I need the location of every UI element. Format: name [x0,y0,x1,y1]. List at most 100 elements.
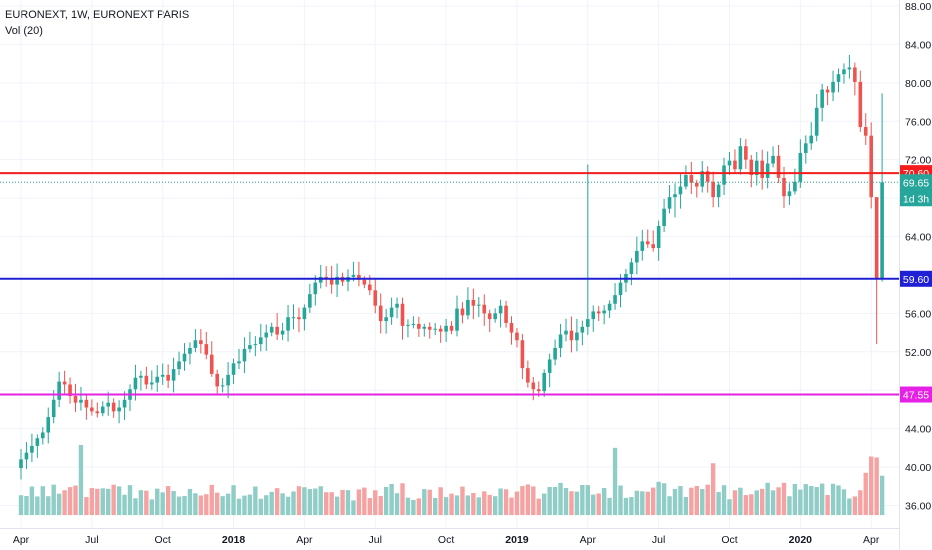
volume-bar [274,488,280,516]
candle-body [384,317,388,322]
volume-bar [182,496,187,516]
volume-bar [422,489,427,516]
volume-bar [738,487,743,516]
candle-body [602,310,606,314]
volume-bar [122,494,127,516]
volume-bar [830,483,836,516]
y-tick-label: 64.00 [905,232,931,244]
y-tick-label: 56.00 [905,308,931,320]
candle-body [613,295,617,304]
candle-body [417,323,421,329]
candle-body [569,330,574,341]
candle-body [329,278,334,285]
volume-bar [307,489,313,516]
candle-body [515,332,519,341]
candle-body [41,432,45,439]
candle-body [831,81,835,93]
candle-body [259,337,263,345]
candle-body [291,317,296,319]
volume-indicator-label[interactable]: Vol (20) [5,25,43,37]
candle-body [313,282,318,295]
candle-body [19,459,23,469]
candle-body [536,389,541,392]
candle-body [460,308,465,316]
x-tick-label: Jul [85,534,98,546]
candle-body [193,340,198,348]
candle-body [662,208,666,226]
candle-body [509,322,514,333]
volume-bar [345,490,351,516]
time-axis[interactable]: Apr Jul Oct 2018 Apr Jul Oct 2019 Apr Jul Oct 2020 A… [13,534,880,546]
volume-bar [869,456,874,516]
volume-bar [242,495,247,516]
volume-bar [661,483,667,516]
candle-body [204,344,209,355]
volume-bar [760,488,765,516]
candle-body [226,374,230,386]
candle-body [787,191,792,197]
candle-body [575,332,579,341]
candle-body [406,324,410,326]
volume-bar [411,499,416,516]
candle-body [308,294,312,308]
last-price-tag [900,174,932,207]
x-tick-label: Oct [155,534,171,546]
volume-bar [356,489,362,516]
price-label: 47.55 [903,390,929,402]
candle-body [651,244,655,249]
price-axis[interactable]: 88.0084.0080.0076.0072.0068.0064.0060.00… [905,1,931,512]
candle-body [793,181,797,192]
volume-bar [569,491,574,516]
y-tick-label: 44.00 [905,424,931,436]
candle-body [716,184,721,198]
candle-body [362,279,367,285]
volume-bar [781,482,787,516]
volume-bar [492,496,498,516]
candle-body [738,146,743,170]
candle-body [471,299,476,306]
volume-bar [574,491,580,516]
volume-bar [449,493,454,516]
price-label-tag [900,386,932,403]
candle-body [809,135,814,144]
volume-bar [563,488,569,516]
volume-bar [116,486,122,516]
volume-bar [514,491,520,516]
volume-bar [198,495,204,516]
candle-body [526,368,530,383]
volume-bar [819,483,825,516]
candle-body [700,171,705,187]
volume-bar [667,496,672,516]
x-tick-label: Apr [580,534,597,546]
volume-bar [340,489,345,516]
candle-body [51,399,56,418]
candle-body [95,411,100,414]
volume-bar [171,491,176,516]
volume-bar [269,491,274,516]
horizontal-lines [0,172,899,396]
volume-bar [400,483,405,516]
candle-body [106,402,110,407]
candle-body [744,146,748,160]
candle-body [160,374,165,377]
volume-bar [841,489,847,516]
volume-bar [67,487,73,516]
volume-bar [258,498,263,516]
volume-bar [378,495,383,516]
volume-bar [62,490,67,516]
volume-bar [743,495,749,516]
volume-bar [334,496,340,516]
volume-bar [809,486,814,516]
candle-body [400,303,405,326]
volume-bar [591,494,596,516]
volume-bar [498,488,503,516]
candle-body [177,361,181,370]
candle-body [591,311,596,320]
volume-bar [847,498,852,516]
x-tick-label: Jul [652,534,665,546]
volume-bar [111,484,116,516]
volume-bar [51,484,56,516]
candle-body [847,67,852,70]
